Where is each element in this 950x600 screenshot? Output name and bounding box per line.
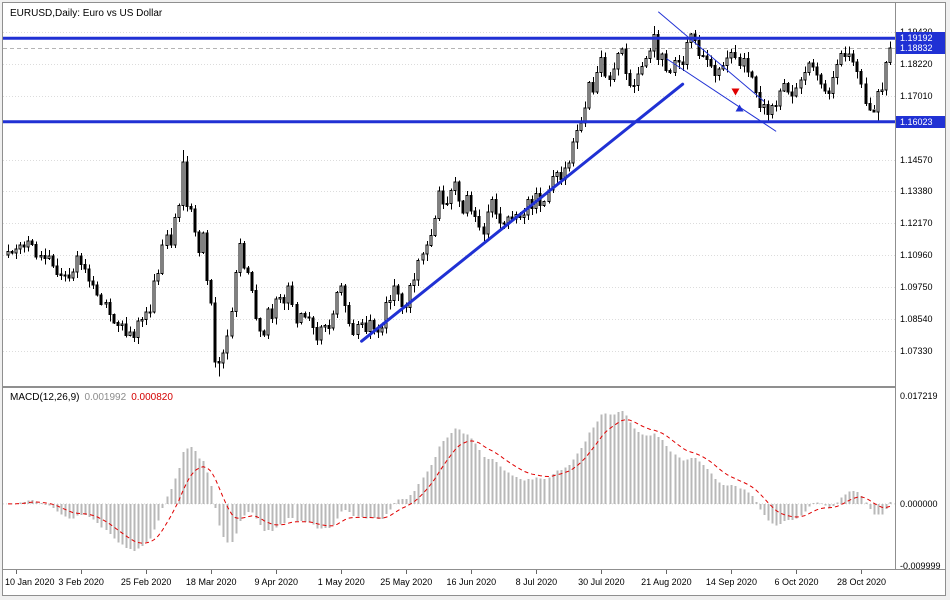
time-axis-label: 16 Jun 2020 — [446, 577, 497, 587]
macd-indicator-label: MACD(12,26,9) 0.001992 0.000820 — [10, 392, 173, 403]
price-axis-label: 1.09750 — [900, 282, 933, 293]
hline-price-label: 1.19192 — [896, 32, 945, 45]
time-tick — [536, 570, 537, 574]
macd-signal-line — [8, 419, 891, 544]
price-axis[interactable]: 1.19430 1.18220 1.17010 1.14570 1.13380 1.121… — [895, 3, 945, 572]
macd-canvas[interactable] — [3, 388, 895, 569]
time-axis-label: 3 Feb 2020 — [58, 577, 104, 587]
time-tick — [796, 570, 797, 574]
panel-splitter[interactable] — [3, 386, 945, 388]
time-tick — [731, 570, 732, 574]
time-axis-label: 28 Oct 2020 — [836, 577, 887, 587]
time-tick — [276, 570, 277, 574]
time-axis-separator — [3, 569, 945, 570]
macd-histogram — [11, 410, 892, 551]
macd-axis-label: -0.009999 — [900, 561, 941, 572]
trendline[interactable] — [360, 82, 685, 343]
time-tick — [16, 570, 17, 574]
price-axis-label: 1.12170 — [900, 218, 933, 229]
time-axis-label: 1 May 2020 — [317, 577, 365, 587]
time-axis-label: 25 Feb 2020 — [120, 577, 172, 587]
candles — [6, 25, 892, 377]
macd-signal-value: 0.000820 — [131, 392, 173, 403]
price-axis-label: 1.07330 — [900, 345, 933, 356]
time-tick — [341, 570, 342, 574]
time-tick — [211, 570, 212, 574]
time-tick — [406, 570, 407, 574]
sell-arrow[interactable] — [731, 88, 740, 96]
time-tick — [81, 570, 82, 574]
time-axis-label: 25 May 2020 — [380, 577, 433, 587]
bid-price-label: 1.18832 — [896, 41, 945, 54]
price-axis-label: 1.10960 — [900, 250, 933, 261]
price-axis-label: 1.19430 — [900, 27, 933, 38]
time-tick — [601, 570, 602, 574]
buy-arrow[interactable] — [735, 104, 744, 112]
time-tick — [471, 570, 472, 574]
macd-main-value: 0.001992 — [84, 392, 127, 403]
chart-title: EURUSD,Daily: Euro vs US Dollar — [10, 8, 163, 19]
time-axis-label: 10 Jan 2020 — [5, 577, 55, 587]
channel-line[interactable] — [666, 58, 777, 132]
price-axis-label: 1.14570 — [900, 155, 933, 166]
time-axis-label: 21 Aug 2020 — [641, 577, 692, 587]
price-axis-label: 1.13380 — [900, 186, 933, 197]
time-axis-label: 30 Jul 2020 — [578, 577, 625, 587]
time-tick — [666, 570, 667, 574]
macd-axis-label: 0.017219 — [900, 391, 938, 402]
price-axis-label: 1.08540 — [900, 314, 933, 325]
price-axis-label: 1.17010 — [900, 90, 933, 101]
time-axis-label: 18 Mar 2020 — [185, 577, 237, 587]
channel-line[interactable] — [657, 11, 765, 102]
time-axis-label: 9 Apr 2020 — [254, 577, 299, 587]
main-chart-canvas[interactable] — [3, 3, 895, 386]
macd-name: MACD(12,26,9) — [10, 392, 80, 403]
price-axis-label: 1.18220 — [900, 58, 933, 69]
macd-axis-label: 0.000000 — [900, 498, 938, 509]
time-axis[interactable]: 10 Jan 2020 3 Feb 2020 25 Feb 2020 18 Mar 2… — [3, 570, 945, 595]
hline-price-label: 1.16023 — [896, 115, 945, 128]
time-axis-label: 8 Jul 2020 — [515, 577, 558, 587]
time-tick — [861, 570, 862, 574]
time-axis-label: 6 Oct 2020 — [774, 577, 819, 587]
time-axis-label: 14 Sep 2020 — [705, 577, 757, 587]
time-tick — [146, 570, 147, 574]
